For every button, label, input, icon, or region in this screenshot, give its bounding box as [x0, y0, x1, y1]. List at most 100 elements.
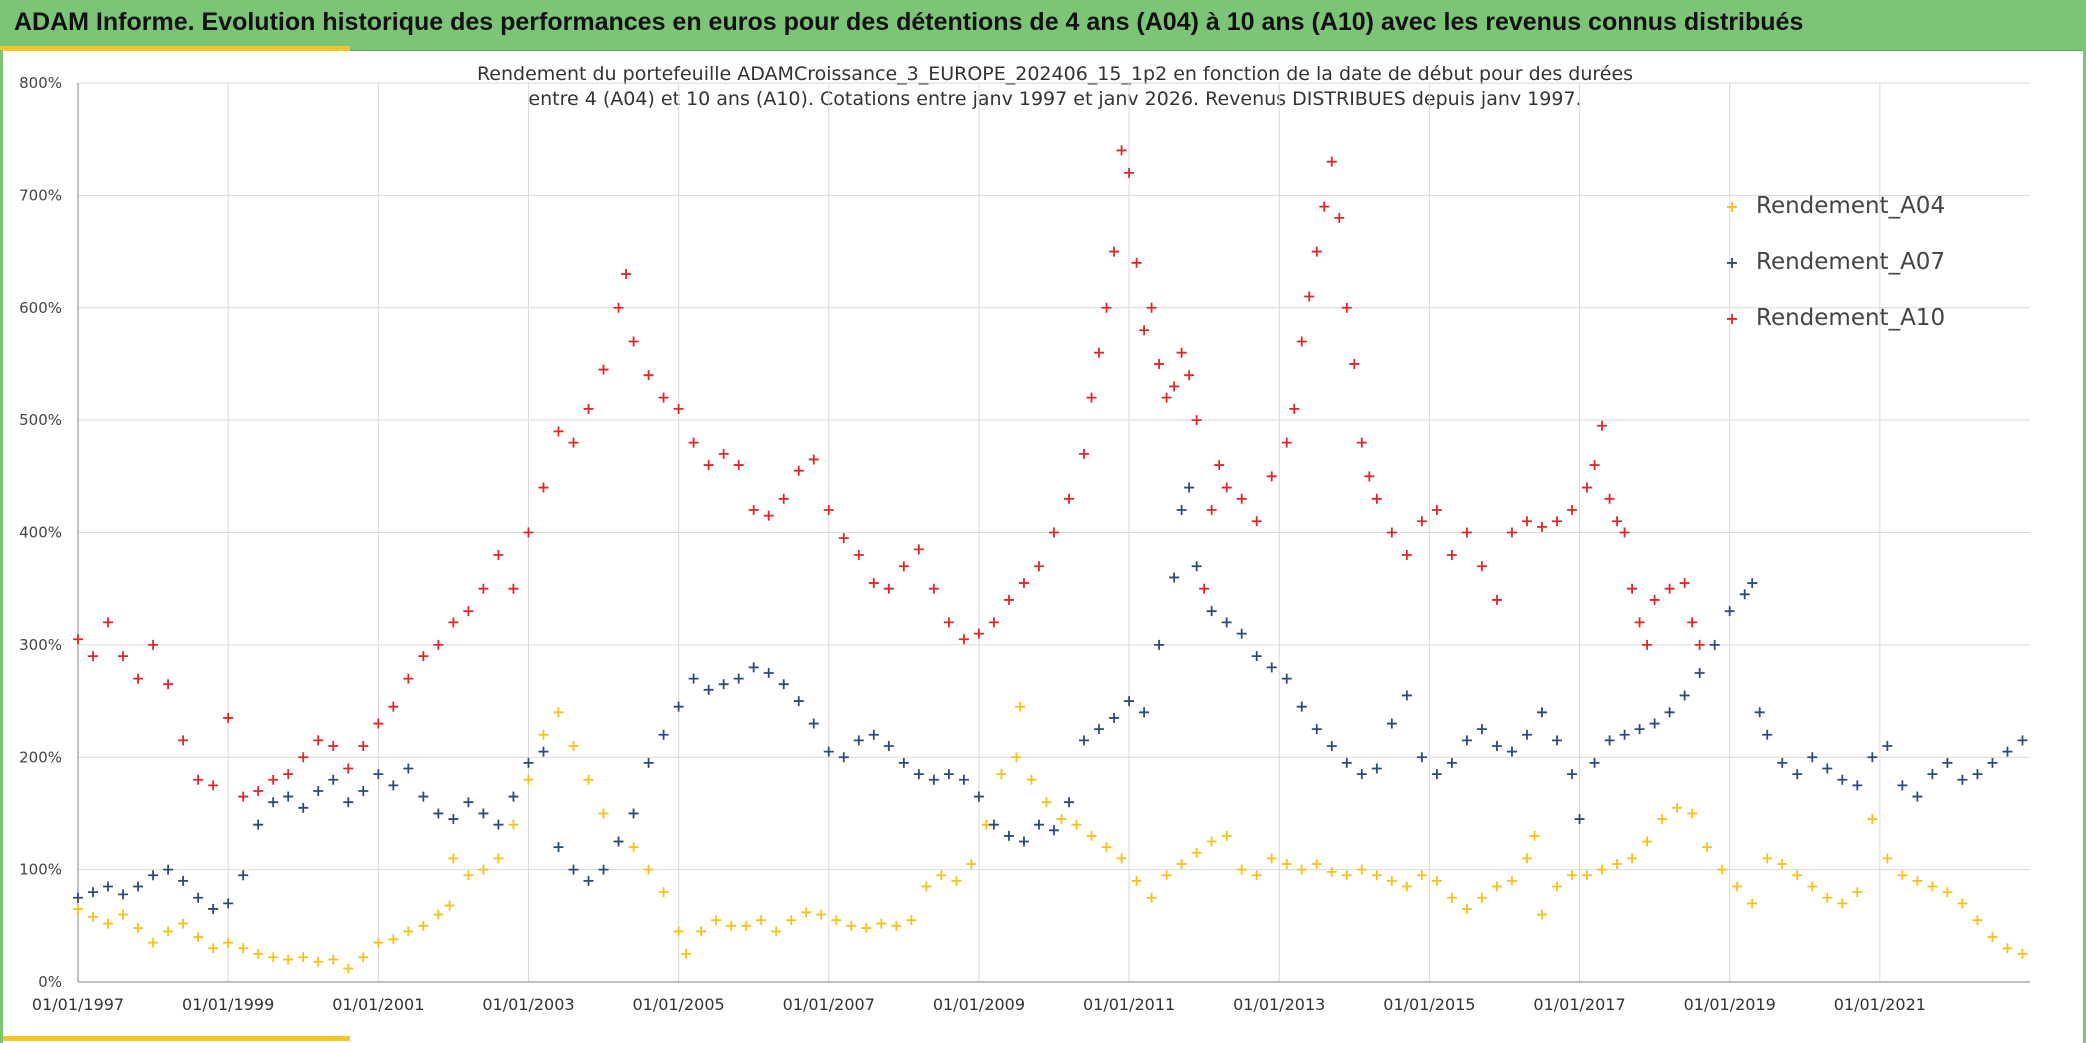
point-a07 [1176, 505, 1187, 516]
point-a04 [1431, 875, 1442, 886]
point-a10 [163, 679, 174, 690]
point-a04 [1371, 870, 1382, 881]
point-a04 [1867, 814, 1878, 825]
point-a10 [1251, 516, 1262, 527]
point-a07 [268, 797, 279, 808]
point-a10 [238, 791, 249, 802]
point-a07 [823, 746, 834, 757]
legend-marker-a10: + [1725, 308, 1739, 328]
point-a10 [268, 774, 279, 785]
point-a04 [1146, 892, 1157, 903]
point-a04 [88, 911, 99, 922]
point-a10 [418, 651, 429, 662]
x-tick-label: 01/01/2009 [933, 995, 1025, 1014]
legend-label-a04: Rendement_A04 [1756, 193, 1946, 219]
point-a07 [73, 892, 83, 903]
point-a04 [1627, 853, 1638, 864]
point-a07 [1191, 561, 1202, 572]
point-a10 [523, 527, 534, 538]
point-a10 [1491, 594, 1502, 605]
point-a10 [688, 437, 699, 448]
point-a07 [1912, 791, 1923, 802]
point-a04 [1056, 814, 1067, 825]
point-a10 [88, 651, 99, 662]
point-a07 [1897, 780, 1908, 791]
point-a04 [771, 926, 782, 937]
point-a04 [1777, 859, 1788, 870]
point-a10 [1146, 302, 1157, 313]
legend-item-a10: + Rendement_A10 [1720, 290, 1945, 346]
point-a10 [1124, 167, 1135, 178]
point-a04 [831, 915, 842, 926]
point-a10 [253, 785, 264, 796]
point-a07 [733, 673, 744, 684]
chart-title-line2: entre 4 (A04) et 10 ans (A10). Cotations… [528, 88, 1582, 110]
frame-left [0, 50, 3, 1043]
point-a07 [463, 797, 474, 808]
point-a07 [1064, 797, 1075, 808]
point-a07 [493, 819, 504, 830]
point-a04 [583, 774, 594, 785]
point-a04 [681, 948, 692, 959]
point-a07 [703, 684, 714, 695]
point-a10 [748, 505, 759, 516]
point-a07 [1574, 814, 1585, 825]
point-a04 [448, 853, 459, 864]
point-a10 [1356, 437, 1367, 448]
point-a04 [388, 934, 399, 945]
point-a07 [1619, 729, 1630, 740]
point-a10 [553, 426, 564, 437]
point-a07 [1762, 729, 1773, 740]
point-a07 [688, 673, 699, 684]
point-a10 [298, 752, 309, 763]
point-a04 [1597, 864, 1608, 875]
point-a10 [568, 437, 579, 448]
x-tick-label: 01/01/2013 [1233, 995, 1325, 1014]
point-a07 [388, 780, 399, 791]
point-a10 [763, 510, 774, 521]
point-a04 [328, 954, 339, 965]
point-a07 [298, 802, 309, 813]
point-a10 [463, 606, 474, 617]
point-a07 [1018, 836, 1029, 847]
point-a07 [373, 769, 384, 780]
point-a10 [403, 673, 414, 684]
point-a07 [1221, 617, 1232, 628]
point-a04 [1071, 819, 1082, 830]
point-a10 [1086, 392, 1097, 403]
point-a04 [553, 707, 564, 718]
point-a07 [118, 889, 129, 900]
point-a04 [1341, 870, 1352, 881]
point-a10 [1597, 420, 1608, 431]
point-a07 [1251, 651, 1262, 662]
point-a04 [1015, 701, 1026, 712]
point-a07 [1079, 735, 1090, 746]
point-a07 [1792, 769, 1803, 780]
point-a10 [388, 701, 399, 712]
chart-title: Rendement du portefeuille ADAMCroissance… [330, 62, 1780, 112]
point-a07 [1109, 712, 1120, 723]
point-a04 [1206, 836, 1217, 847]
point-a10 [853, 549, 864, 560]
point-a07 [1206, 606, 1217, 617]
point-a04 [268, 952, 279, 963]
point-a07 [868, 729, 879, 740]
y-tick-label: 200% [19, 748, 62, 766]
point-a10 [718, 448, 729, 459]
point-a07 [988, 819, 999, 830]
point-a10 [73, 634, 83, 645]
point-a04 [1792, 870, 1803, 881]
point-a04 [373, 937, 384, 948]
point-a04 [643, 864, 654, 875]
chart-title-line1: Rendement du portefeuille ADAMCroissance… [476, 63, 1634, 85]
point-a04 [1131, 875, 1142, 886]
point-a10 [1214, 460, 1225, 471]
point-a10 [313, 735, 324, 746]
point-a07 [208, 903, 219, 914]
point-a07 [178, 875, 189, 886]
point-a04 [418, 920, 429, 931]
point-a10 [1694, 639, 1705, 650]
point-a04 [208, 943, 219, 954]
legend-item-a04: + Rendement_A04 [1720, 178, 1945, 234]
point-a04 [1822, 892, 1833, 903]
